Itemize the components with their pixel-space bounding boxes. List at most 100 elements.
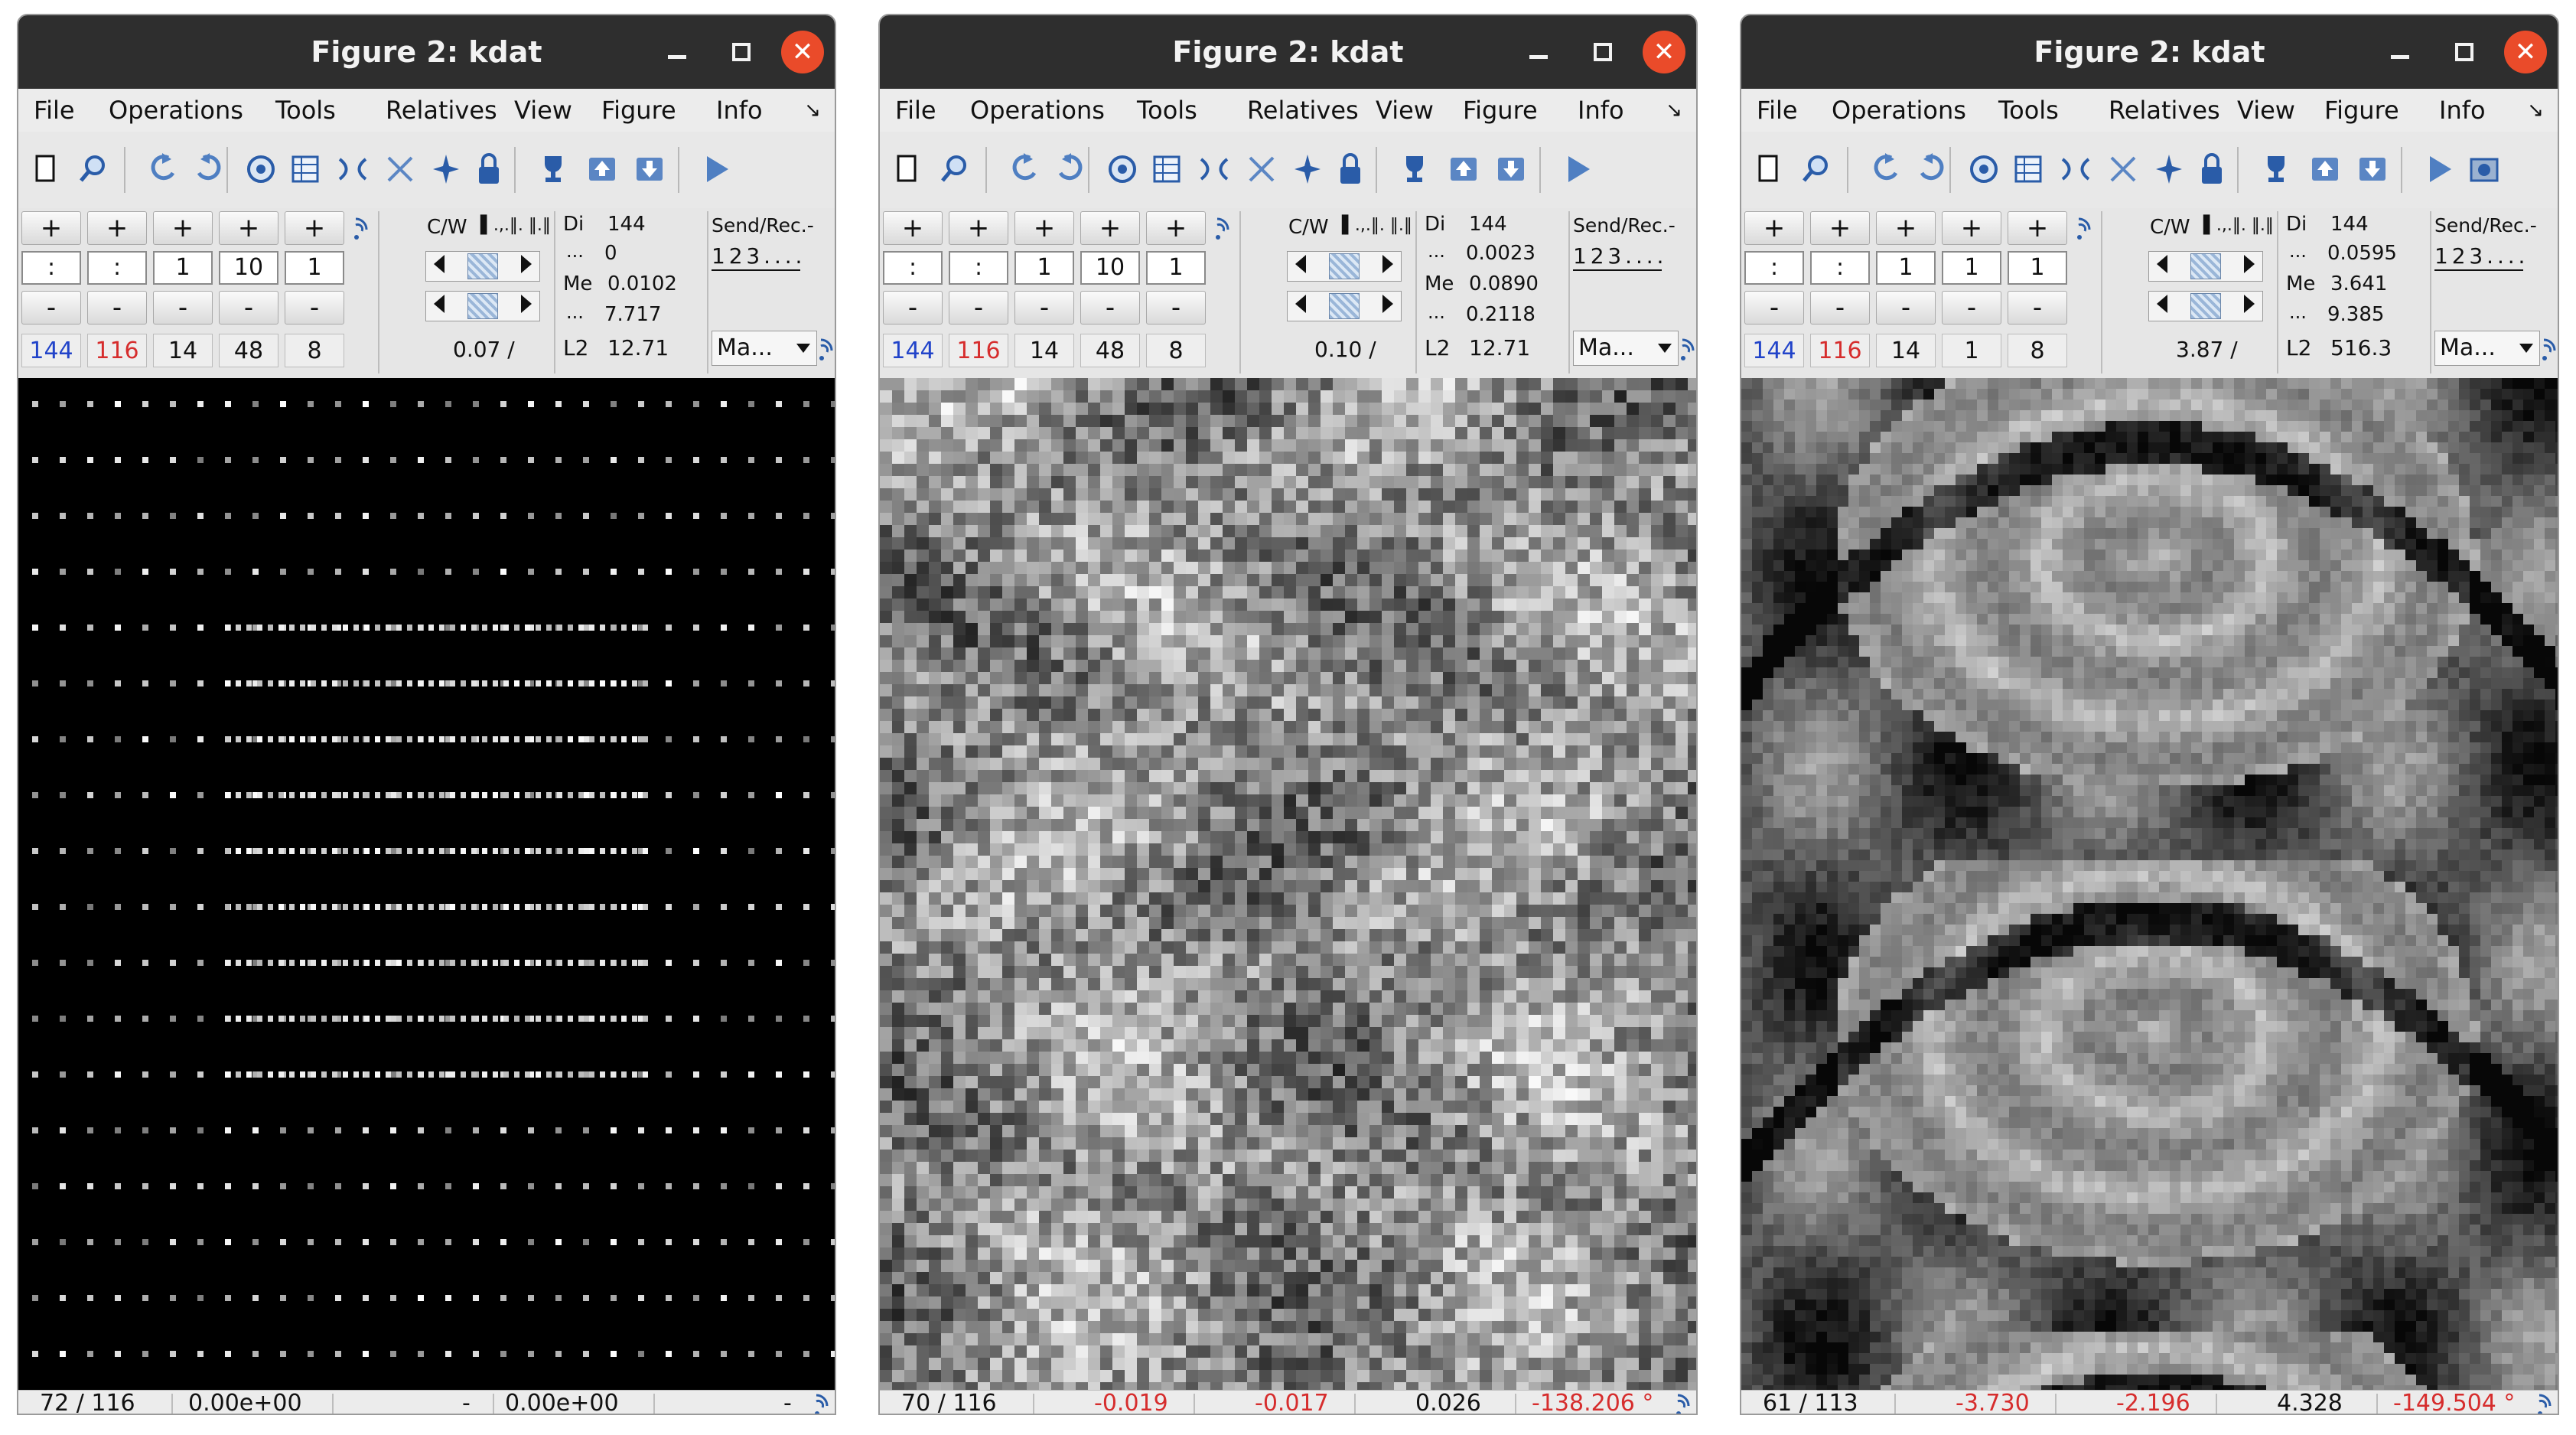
export-icon[interactable] (1446, 150, 1481, 188)
dim-increment-button[interactable]: + (1942, 211, 2001, 245)
dim-index-input[interactable]: : (1744, 251, 1804, 285)
title-bar[interactable]: Figure 2: kdat ✕ (1741, 15, 2558, 89)
menu-tools[interactable]: Tools (275, 96, 336, 125)
menu-overflow-icon[interactable]: ↘ (804, 99, 821, 122)
dim-size-label[interactable]: 116 (1810, 334, 1870, 367)
dim-size-label[interactable]: 14 (1876, 334, 1936, 367)
feed-icon[interactable] (1215, 214, 1230, 242)
dim-index-input[interactable]: : (1810, 251, 1870, 285)
menu-view[interactable]: View (514, 96, 572, 125)
import-icon[interactable] (1493, 150, 1529, 188)
lock-icon[interactable] (1333, 150, 1368, 188)
dim-index-input[interactable]: : (883, 251, 943, 285)
menu-info[interactable]: Info (1578, 96, 1624, 125)
cross-icon[interactable] (1244, 150, 1279, 188)
dim-index-input[interactable]: 10 (1080, 251, 1140, 285)
me-more-button[interactable]: ... (566, 302, 584, 323)
dim-decrement-button[interactable]: - (219, 291, 278, 325)
menu-tools[interactable]: Tools (1998, 96, 2059, 125)
di-more-button[interactable]: ... (2289, 240, 2307, 262)
menu-figure[interactable]: Figure (601, 96, 676, 125)
feed-icon[interactable] (2537, 1391, 2552, 1414)
dim-decrement-button[interactable]: - (1810, 291, 1870, 325)
dim-decrement-button[interactable]: - (2008, 291, 2067, 325)
trophy-icon[interactable] (536, 150, 571, 188)
dim-decrement-button[interactable]: - (883, 291, 943, 325)
rotate-left-icon[interactable] (145, 150, 181, 188)
dim-index-input[interactable]: 1 (1942, 251, 2001, 285)
dim-decrement-button[interactable]: - (1080, 291, 1140, 325)
close-button[interactable]: ✕ (781, 31, 824, 73)
dim-decrement-button[interactable]: - (949, 291, 1008, 325)
dim-increment-button[interactable]: + (1014, 211, 1074, 245)
dim-index-input[interactable]: 1 (153, 251, 213, 285)
dim-size-label[interactable]: 116 (949, 334, 1008, 367)
dim-decrement-button[interactable]: - (87, 291, 147, 325)
image-canvas[interactable] (18, 378, 835, 1390)
minimize-button[interactable] (657, 32, 697, 72)
window-slider[interactable] (1287, 251, 1402, 282)
cross-icon[interactable] (2105, 150, 2141, 188)
image-display[interactable] (1741, 378, 2558, 1390)
play-icon[interactable] (699, 150, 734, 188)
dim-increment-button[interactable]: + (285, 211, 344, 245)
dim-size-label[interactable]: 8 (2008, 334, 2067, 367)
dim-index-input[interactable]: 1 (1014, 251, 1074, 285)
window-slider[interactable] (2148, 251, 2263, 282)
zoom-icon[interactable] (75, 150, 110, 188)
new-window-icon[interactable] (1752, 150, 1787, 188)
level-slider[interactable] (425, 291, 540, 321)
dim-decrement-button[interactable]: - (285, 291, 344, 325)
dim-size-label[interactable]: 14 (153, 334, 213, 367)
dim-increment-button[interactable]: + (949, 211, 1008, 245)
dim-decrement-button[interactable]: - (1876, 291, 1936, 325)
di-more-button[interactable]: ... (1428, 240, 1445, 262)
dim-increment-button[interactable]: + (1744, 211, 1804, 245)
dim-increment-button[interactable]: + (2008, 211, 2067, 245)
colormap-icon[interactable] (1105, 150, 1140, 188)
dim-increment-button[interactable]: + (21, 211, 81, 245)
menu-relatives[interactable]: Relatives (386, 96, 497, 125)
minimize-button[interactable] (1519, 32, 1558, 72)
dim-index-input[interactable]: 1 (1876, 251, 1936, 285)
dim-increment-button[interactable]: + (219, 211, 278, 245)
cross-icon[interactable] (383, 150, 418, 188)
send-receive-slots[interactable]: 1 2 3 . . . . (712, 243, 802, 271)
dim-decrement-button[interactable]: - (1744, 291, 1804, 325)
colormap-icon[interactable] (243, 150, 278, 188)
menu-operations[interactable]: Operations (970, 96, 1105, 125)
menu-figure[interactable]: Figure (2324, 96, 2399, 125)
dim-size-label[interactable]: 116 (87, 334, 147, 367)
lock-icon[interactable] (471, 150, 506, 188)
dim-increment-button[interactable]: + (87, 211, 147, 245)
dim-decrement-button[interactable]: - (21, 291, 81, 325)
menu-figure[interactable]: Figure (1463, 96, 1538, 125)
menu-file[interactable]: File (895, 96, 936, 125)
close-button[interactable]: ✕ (1643, 31, 1685, 73)
maximize-button[interactable] (1583, 32, 1623, 72)
export-icon[interactable] (2307, 150, 2343, 188)
cw-mode-icons[interactable]: ▌.,.‖. ‖.‖ (2203, 216, 2274, 235)
dim-size-label[interactable]: 48 (219, 334, 278, 367)
dim-index-input[interactable]: 10 (219, 251, 278, 285)
zoom-icon[interactable] (936, 150, 972, 188)
dim-index-input[interactable]: 1 (1146, 251, 1206, 285)
grid-icon[interactable] (1149, 150, 1184, 188)
window-slider[interactable] (425, 251, 540, 282)
dim-increment-button[interactable]: + (153, 211, 213, 245)
menu-file[interactable]: File (1757, 96, 1798, 125)
dim-increment-button[interactable]: + (883, 211, 943, 245)
menu-overflow-icon[interactable]: ↘ (2527, 99, 2544, 122)
mode-select[interactable]: Ma... (1573, 331, 1679, 366)
maximize-button[interactable] (2444, 32, 2484, 72)
dim-increment-button[interactable]: + (1146, 211, 1206, 245)
dim-size-label[interactable]: 1 (1942, 334, 2001, 367)
image-display[interactable] (880, 378, 1696, 1390)
feed-icon[interactable] (1676, 1391, 1691, 1414)
dim-size-label[interactable]: 144 (1744, 334, 1804, 367)
lock-icon[interactable] (2194, 150, 2229, 188)
level-slider[interactable] (2148, 291, 2263, 321)
menu-operations[interactable]: Operations (109, 96, 243, 125)
trophy-icon[interactable] (2258, 150, 2294, 188)
menu-operations[interactable]: Operations (1832, 96, 1966, 125)
